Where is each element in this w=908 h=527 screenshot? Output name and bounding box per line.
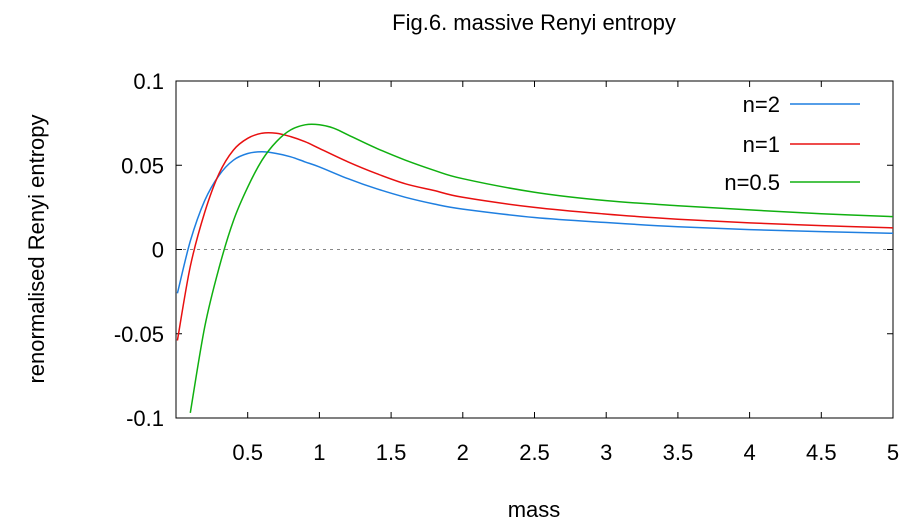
- x-tick-label: 2: [457, 440, 469, 465]
- y-tick-label: 0.1: [133, 69, 164, 94]
- y-axis-label: renormalised Renyi entropy: [24, 114, 49, 383]
- legend-label: n=1: [743, 132, 780, 157]
- x-tick-label: 1.5: [376, 440, 407, 465]
- legend-label: n=2: [743, 92, 780, 117]
- x-tick-label: 3: [600, 440, 612, 465]
- chart-title: Fig.6. massive Renyi entropy: [392, 10, 676, 35]
- legend-label: n=0.5: [724, 170, 780, 195]
- x-tick-label: 4: [743, 440, 755, 465]
- x-axis: 0.5 1 1.5 2 2.5 3 3.5 4 4.5 5: [232, 81, 899, 465]
- y-tick-label: -0.05: [114, 322, 164, 347]
- x-tick-label: 1: [313, 440, 325, 465]
- legend: n=2 n=1 n=0.5: [724, 92, 860, 195]
- series-line-n=0.5: [189, 123, 894, 414]
- y-axis: 0.1 0.05 0 -0.05 -0.1: [114, 69, 893, 431]
- x-tick-label: 2.5: [519, 440, 550, 465]
- x-tick-label: 0.5: [232, 440, 263, 465]
- y-tick-label: 0.05: [121, 153, 164, 178]
- series-lines: [176, 123, 894, 414]
- y-tick-label: 0: [152, 238, 164, 263]
- y-tick-label: -0.1: [126, 406, 164, 431]
- x-axis-label: mass: [508, 497, 561, 522]
- x-tick-label: 5: [887, 440, 899, 465]
- x-tick-label: 3.5: [663, 440, 694, 465]
- series-line-n=1: [176, 131, 894, 341]
- x-tick-label: 4.5: [806, 440, 837, 465]
- series-line-n=2: [176, 151, 894, 294]
